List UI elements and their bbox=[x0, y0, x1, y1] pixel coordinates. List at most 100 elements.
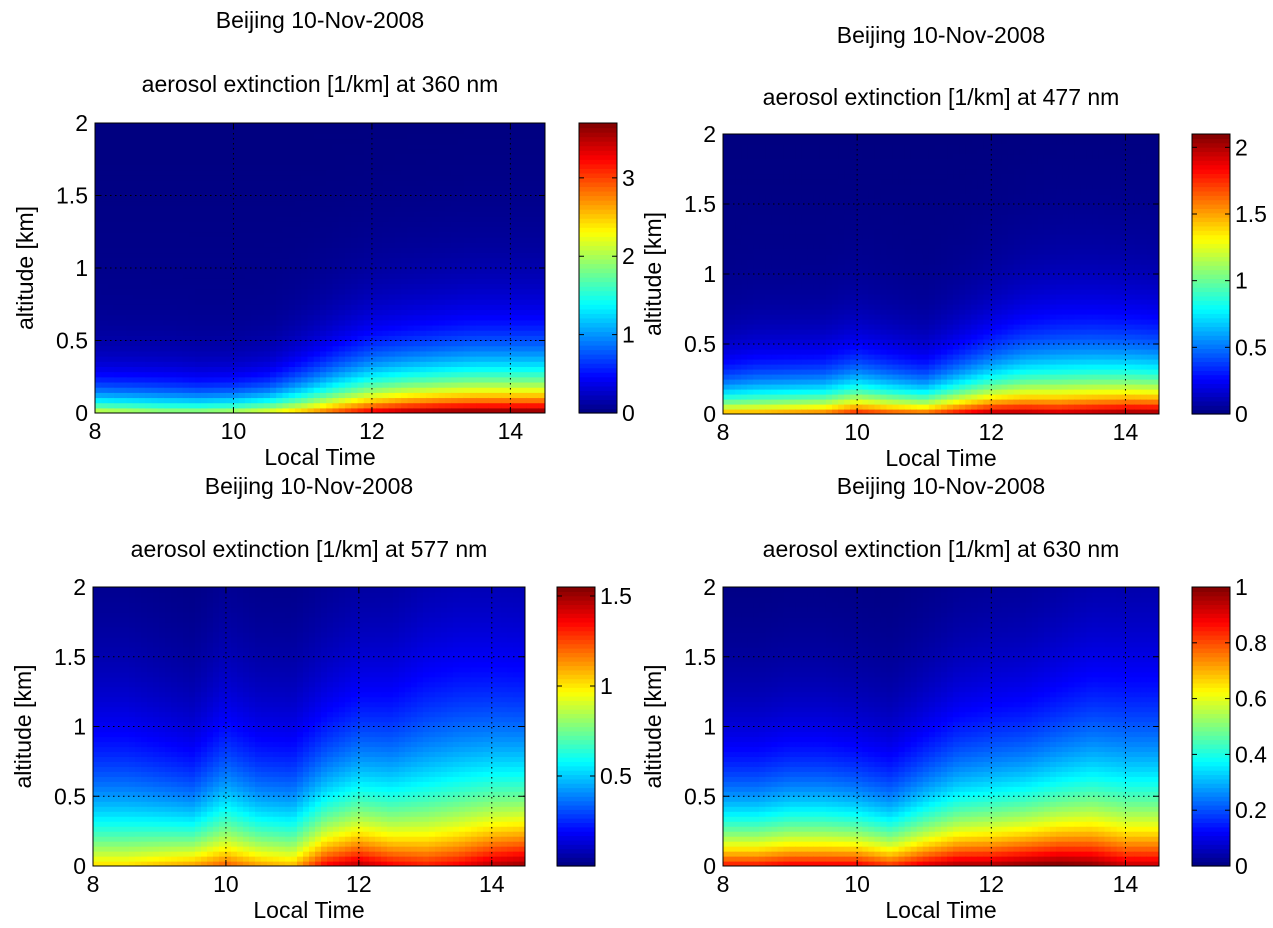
heatmap-cell bbox=[463, 361, 471, 367]
heatmap-cell bbox=[288, 273, 296, 279]
heatmap-cell bbox=[320, 392, 327, 399]
heatmap-cell bbox=[345, 330, 352, 336]
heatmap-cell bbox=[507, 211, 515, 217]
colorbar-segment bbox=[579, 268, 617, 274]
heatmap-cell bbox=[338, 216, 346, 222]
heatmap-cell bbox=[783, 194, 791, 200]
heatmap-cell bbox=[463, 387, 471, 393]
heatmap-cell bbox=[376, 242, 384, 248]
heatmap-cell bbox=[538, 257, 545, 264]
heatmap-cell bbox=[332, 330, 340, 336]
heatmap-cell bbox=[488, 324, 496, 331]
heatmap-cell bbox=[326, 257, 334, 264]
heatmap-cell bbox=[282, 216, 290, 222]
heatmap-cell bbox=[395, 247, 402, 254]
heatmap-cell bbox=[741, 404, 748, 410]
heatmap-cell bbox=[438, 128, 446, 134]
heatmap-cell bbox=[401, 304, 409, 311]
heatmap-cell bbox=[307, 402, 315, 409]
heatmap-cell bbox=[220, 179, 227, 186]
heatmap-cell bbox=[95, 387, 102, 393]
heatmap-cell bbox=[526, 133, 534, 140]
heatmap-cell bbox=[513, 242, 521, 248]
heatmap-cell bbox=[357, 247, 365, 254]
heatmap-cell bbox=[170, 154, 177, 160]
heatmap-cell bbox=[95, 262, 102, 269]
heatmap-cell bbox=[401, 387, 409, 393]
heatmap-cell bbox=[532, 402, 540, 409]
heatmap-cell bbox=[220, 211, 227, 217]
heatmap-cell bbox=[113, 185, 121, 191]
heatmap-cell bbox=[201, 236, 209, 243]
heatmap-cell bbox=[476, 221, 484, 228]
heatmap-cell bbox=[332, 340, 340, 347]
heatmap-cell bbox=[507, 257, 515, 264]
heatmap-cell bbox=[101, 376, 109, 383]
heatmap-cell bbox=[163, 356, 171, 362]
heatmap-cell bbox=[132, 293, 140, 300]
heatmap-cell bbox=[507, 154, 515, 160]
heatmap-cell bbox=[213, 231, 221, 238]
heatmap-cell bbox=[513, 324, 521, 331]
heatmap-cell bbox=[801, 249, 809, 255]
heatmap-cell bbox=[320, 154, 327, 160]
heatmap-cell bbox=[282, 314, 290, 321]
heatmap-cell bbox=[507, 133, 515, 140]
heatmap-cell bbox=[388, 314, 396, 321]
heatmap-cell bbox=[363, 262, 371, 269]
heatmap-cell bbox=[95, 128, 102, 134]
heatmap-cell bbox=[338, 231, 346, 238]
heatmap-cell bbox=[251, 252, 259, 259]
heatmap-cell bbox=[270, 231, 277, 238]
heatmap-cell bbox=[276, 247, 284, 254]
heatmap-cell bbox=[288, 397, 296, 404]
heatmap-cell bbox=[357, 376, 365, 383]
heatmap-cell bbox=[783, 149, 791, 155]
heatmap-cell bbox=[526, 148, 534, 155]
heatmap-cell bbox=[313, 262, 321, 269]
heatmap-cell bbox=[747, 409, 754, 414]
heatmap-cell bbox=[332, 185, 340, 191]
heatmap-cell bbox=[326, 179, 334, 186]
heatmap-cell bbox=[538, 200, 545, 207]
heatmap-cell bbox=[795, 224, 803, 230]
heatmap-cell bbox=[226, 236, 234, 243]
heatmap-cell bbox=[382, 200, 390, 207]
heatmap-cell bbox=[777, 219, 785, 225]
heatmap-cell bbox=[238, 257, 246, 264]
heatmap-cell bbox=[307, 278, 315, 285]
heatmap-cell bbox=[501, 278, 509, 285]
heatmap-cell bbox=[470, 262, 477, 269]
heatmap-cell bbox=[213, 356, 221, 362]
heatmap-cell bbox=[188, 381, 196, 388]
heatmap-cell bbox=[526, 387, 534, 393]
heatmap-cell bbox=[759, 194, 766, 200]
heatmap-cell bbox=[107, 226, 115, 233]
heatmap-cell bbox=[795, 359, 803, 365]
heatmap-cell bbox=[501, 154, 509, 160]
heatmap-cell bbox=[388, 356, 396, 362]
heatmap-cell bbox=[301, 133, 309, 140]
heatmap-cell bbox=[753, 154, 760, 160]
heatmap-cell bbox=[138, 205, 146, 212]
heatmap-cell bbox=[145, 350, 152, 357]
heatmap-cell bbox=[407, 236, 415, 243]
heatmap-cell bbox=[188, 376, 196, 383]
heatmap-cell bbox=[132, 387, 140, 393]
heatmap-cell bbox=[120, 402, 127, 409]
heatmap-cell bbox=[388, 397, 396, 404]
heatmap-cell bbox=[195, 200, 202, 207]
heatmap-cell bbox=[345, 138, 352, 145]
heatmap-cell bbox=[326, 356, 334, 362]
heatmap-cell bbox=[363, 407, 371, 413]
heatmap-cell bbox=[807, 174, 815, 180]
heatmap-cell bbox=[226, 304, 234, 311]
heatmap-cell bbox=[407, 216, 415, 222]
heatmap-cell bbox=[213, 185, 221, 191]
heatmap-cell bbox=[538, 356, 545, 362]
heatmap-cell bbox=[451, 138, 459, 145]
heatmap-cell bbox=[388, 205, 396, 212]
heatmap-cell bbox=[270, 123, 277, 129]
heatmap-cell bbox=[182, 371, 190, 378]
heatmap-cell bbox=[438, 195, 446, 202]
